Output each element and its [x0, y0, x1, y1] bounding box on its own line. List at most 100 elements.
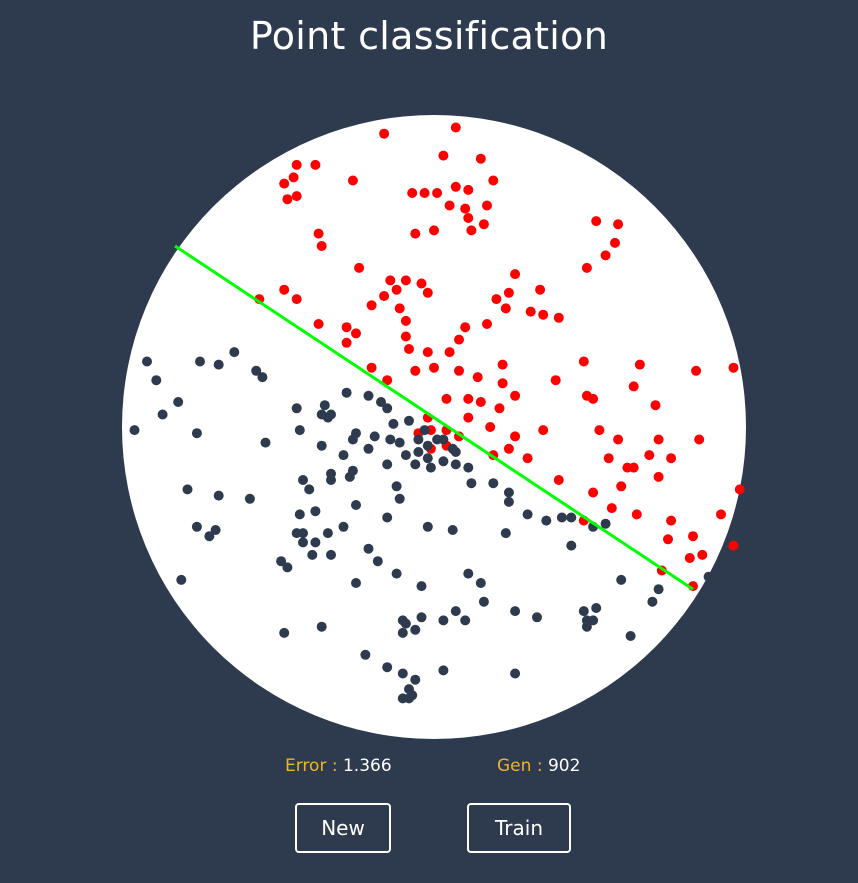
red-point — [510, 390, 521, 401]
blue-point — [276, 556, 287, 567]
blue-point — [195, 356, 205, 367]
red-point — [594, 425, 605, 436]
blue-point — [257, 372, 268, 383]
red-point — [313, 319, 324, 329]
blue-point — [450, 459, 461, 470]
red-point — [535, 284, 546, 295]
blue-point — [363, 443, 374, 454]
red-point — [581, 262, 592, 273]
red-point — [653, 434, 664, 445]
red-point — [485, 422, 496, 432]
red-point — [491, 294, 502, 305]
red-point — [422, 347, 433, 358]
red-point — [475, 153, 486, 164]
red-point — [463, 184, 474, 195]
red-point — [728, 540, 739, 551]
blue-point — [397, 693, 408, 704]
blue-point — [422, 440, 433, 451]
blue-point — [351, 428, 361, 439]
blue-point — [450, 606, 461, 617]
red-point — [351, 328, 361, 339]
blue-point — [376, 397, 386, 407]
blue-point — [400, 618, 411, 629]
red-point — [382, 375, 393, 386]
blue-point — [566, 512, 577, 523]
gen-value: 902 — [547, 756, 581, 776]
error-stat: Error : 1.366 — [285, 756, 392, 776]
blue-point — [703, 571, 714, 582]
blue-point — [503, 496, 514, 507]
red-point — [606, 503, 617, 514]
blue-point — [363, 390, 374, 401]
blue-point — [338, 521, 349, 532]
blue-point — [151, 375, 162, 386]
blue-point — [304, 484, 315, 495]
red-point — [628, 381, 639, 392]
red-point — [438, 150, 449, 161]
red-point — [488, 175, 499, 186]
blue-point — [419, 425, 430, 436]
red-point — [663, 534, 673, 545]
blue-point — [319, 400, 330, 411]
blue-point — [279, 627, 290, 638]
red-point — [400, 315, 411, 326]
red-point — [407, 188, 418, 198]
blue-point — [600, 518, 611, 529]
red-point — [666, 453, 677, 464]
blue-point — [129, 425, 140, 436]
blue-point — [298, 537, 308, 548]
red-point — [728, 362, 739, 373]
red-point — [379, 291, 390, 301]
red-point — [591, 216, 602, 227]
blue-point — [422, 521, 433, 532]
red-point — [354, 262, 365, 273]
red-point — [631, 509, 642, 520]
blue-point — [397, 668, 408, 679]
blue-point — [463, 462, 474, 473]
red-point — [553, 312, 564, 323]
red-point — [279, 284, 290, 295]
blue-point — [260, 437, 271, 448]
blue-point — [625, 631, 636, 641]
blue-point — [298, 528, 308, 539]
blue-point — [647, 596, 658, 607]
blue-point — [438, 434, 449, 445]
blue-point — [541, 515, 552, 526]
red-point — [628, 462, 639, 473]
red-point — [478, 219, 489, 230]
blue-point — [157, 409, 168, 420]
blue-point — [488, 478, 499, 489]
blue-point — [450, 447, 461, 457]
red-point — [432, 188, 443, 198]
red-point — [288, 172, 299, 183]
red-point — [666, 515, 677, 526]
blue-point — [410, 459, 421, 470]
red-point — [341, 322, 352, 333]
blue-point — [326, 475, 336, 485]
blue-point — [425, 462, 436, 473]
blue-point — [397, 627, 408, 638]
red-point — [610, 237, 620, 248]
red-point — [588, 393, 599, 404]
red-point — [538, 309, 549, 320]
blue-point — [556, 512, 567, 523]
blue-point — [360, 649, 371, 660]
red-point — [525, 306, 536, 317]
blue-point — [653, 584, 664, 595]
blue-point — [510, 668, 521, 679]
blue-point — [142, 356, 152, 367]
red-point — [510, 269, 521, 280]
red-point — [400, 331, 411, 342]
blue-point — [173, 397, 184, 407]
new-button[interactable]: New — [295, 803, 391, 853]
red-point — [494, 403, 505, 414]
train-button[interactable]: Train — [467, 803, 571, 853]
blue-point — [394, 437, 405, 448]
red-point — [460, 322, 471, 333]
decision-boundary-line — [174, 244, 694, 591]
red-point — [291, 294, 302, 305]
blue-point — [294, 425, 305, 436]
red-point — [454, 334, 464, 345]
blue-point — [351, 578, 361, 588]
